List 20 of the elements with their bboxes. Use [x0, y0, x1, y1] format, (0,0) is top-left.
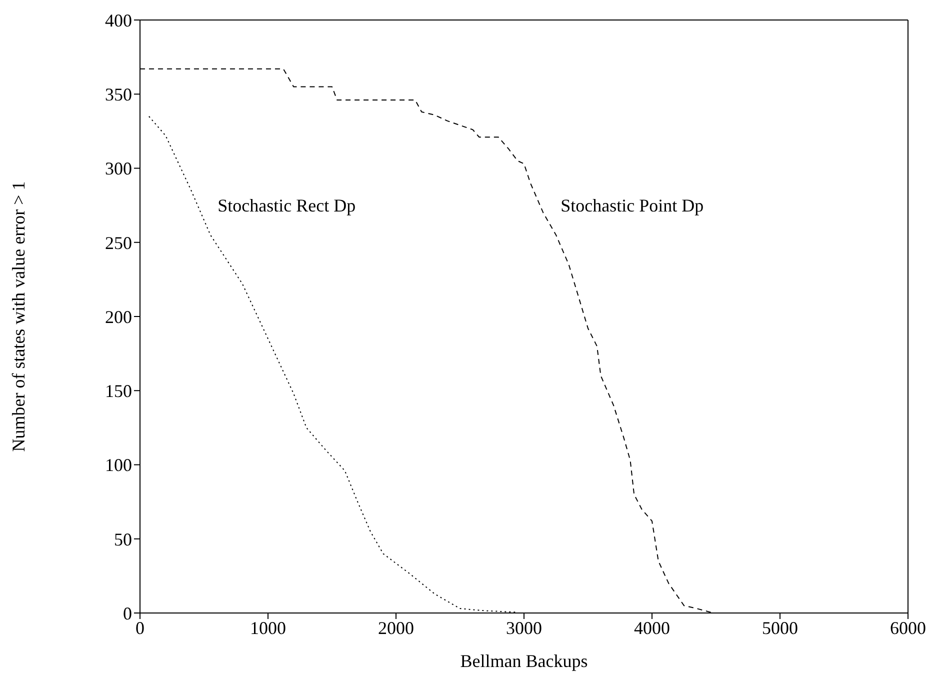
y-tick-label: 200 — [105, 306, 132, 327]
x-tick-label: 5000 — [762, 618, 798, 638]
x-tick-label: 3000 — [506, 618, 542, 638]
y-tick-label: 400 — [105, 10, 132, 30]
y-tick-label: 0 — [123, 603, 132, 624]
y-axis-title: Number of states with value error > 1 — [8, 181, 28, 452]
x-tick-label: 1000 — [250, 618, 286, 638]
x-tick-label: 2000 — [378, 618, 414, 638]
y-tick-label: 350 — [105, 84, 132, 105]
annotation: Stochastic Rect Dp — [218, 196, 356, 216]
y-tick-label: 50 — [114, 529, 132, 550]
x-tick-label: 0 — [136, 618, 144, 638]
y-tick-label: 150 — [105, 381, 132, 402]
x-tick-label: 6000 — [890, 618, 926, 638]
y-tick-label: 250 — [105, 232, 132, 253]
annotation: Stochastic Point Dp — [560, 196, 704, 216]
x-axis-title: Bellman Backups — [460, 651, 588, 671]
y-tick-label: 300 — [105, 158, 132, 179]
y-tick-label: 100 — [105, 455, 132, 476]
x-tick-label: 4000 — [634, 618, 670, 638]
